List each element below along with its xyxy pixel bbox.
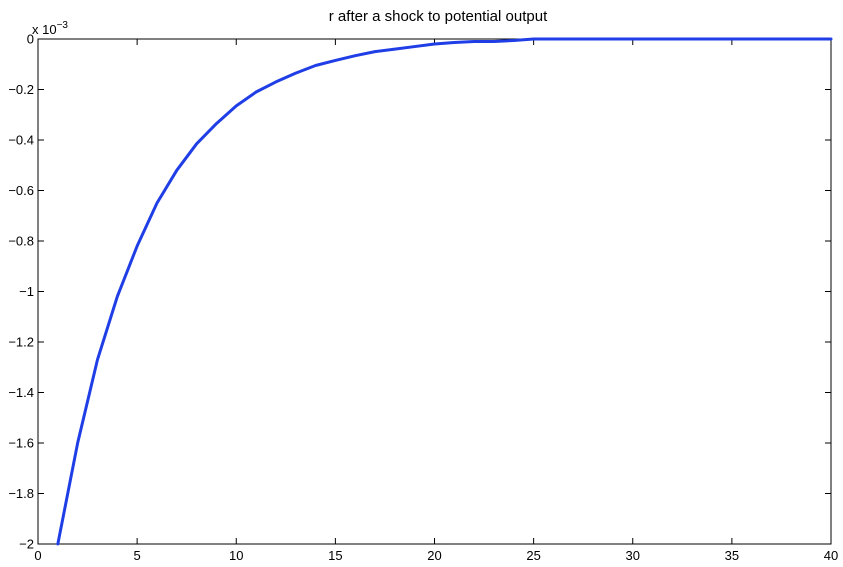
- y-tick-label: −1.2: [8, 335, 34, 350]
- x-tick-label: 35: [725, 548, 739, 563]
- y-axis-tick-labels: −2 −1.8 −1.6 −1.4 −1.2 −1 −0.8 −0.6 −0.4 −0.2 0: [8, 32, 34, 552]
- x-tick-label: 30: [626, 548, 640, 563]
- x-tick-label: 20: [427, 548, 441, 563]
- y-tick-label: −1.8: [8, 486, 34, 501]
- y-tick-label: 0: [27, 32, 34, 47]
- y-tick-label: −0.6: [8, 183, 34, 198]
- x-axis-tick-labels: 0 5 10 15 20 25 30 35 40: [34, 548, 838, 563]
- x-tick-label: 15: [328, 548, 342, 563]
- y-tick-label: −1.4: [8, 385, 34, 400]
- x-tick-label: 5: [134, 548, 141, 563]
- chart-title: r after a shock to potential output: [329, 8, 548, 25]
- y-tick-label: −1: [19, 284, 34, 299]
- y-exponent-power: −3: [57, 20, 69, 31]
- y-exponent-label: x 10−3: [32, 20, 68, 37]
- series-group: [56, 37, 833, 546]
- x-tick-label: 0: [34, 548, 41, 563]
- y-tick-label: −0.2: [8, 82, 34, 97]
- y-tick-label: −1.6: [8, 436, 34, 451]
- x-tick-label: 10: [229, 548, 243, 563]
- y-tick-label: −0.4: [8, 133, 34, 148]
- x-tick-label: 40: [824, 548, 838, 563]
- series-line: [56, 37, 833, 546]
- x-tick-label: 25: [526, 548, 540, 563]
- y-tick-label: −2: [19, 537, 34, 552]
- y-tick-label: −0.8: [8, 234, 34, 249]
- y-axis-ticks: [38, 38, 831, 545]
- y-exponent-base: x 10: [32, 22, 57, 37]
